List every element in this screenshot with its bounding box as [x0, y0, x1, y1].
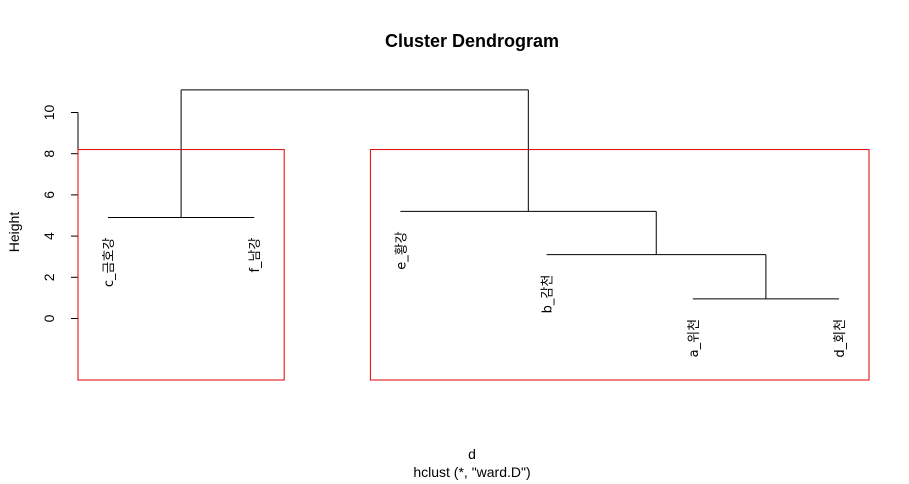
- y-tick-label: 4: [41, 232, 57, 240]
- cluster-rectangles: [77, 149, 870, 381]
- y-axis: 0 2 4 6 8 10: [41, 105, 79, 322]
- y-tick-label: 2: [41, 273, 57, 281]
- x-axis-label: d: [468, 446, 476, 462]
- y-tick-label: 0: [41, 314, 57, 322]
- dendrogram-tree: [108, 89, 839, 300]
- leaf-label: a_위천: [687, 319, 702, 357]
- y-tick-label: 10: [41, 105, 57, 121]
- y-axis-label: Height: [6, 212, 22, 253]
- chart-title: Cluster Dendrogram: [385, 31, 559, 51]
- leaf-label: e_황강: [394, 231, 409, 269]
- leaf-labels: c_금호강 f_남강 e_황강 b_감천 a_위천 d_회천: [102, 231, 848, 357]
- leaf-label: d_회천: [833, 319, 848, 358]
- leaf-label: f_남강: [248, 238, 263, 273]
- leaf-label: b_감천: [541, 275, 556, 314]
- y-tick-label: 8: [41, 150, 57, 158]
- leaf-label: c_금호강: [102, 238, 117, 288]
- method-sublabel: hclust (*, "ward.D"): [413, 464, 530, 480]
- y-tick-label: 6: [41, 191, 57, 199]
- cluster-rect: [369, 149, 870, 381]
- cluster-rect: [77, 149, 285, 381]
